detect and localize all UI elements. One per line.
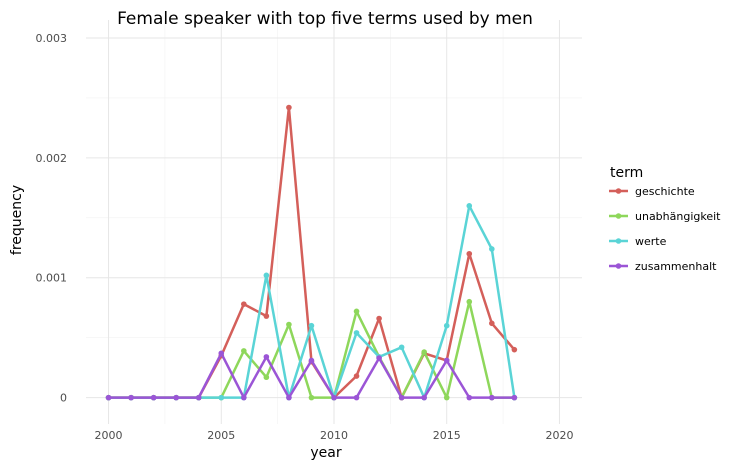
series-layer <box>105 104 518 401</box>
x-tick-label: 2020 <box>545 429 573 442</box>
data-point <box>511 394 518 401</box>
y-tick-labels: 0 0.001 0.002 0.003 <box>36 32 68 405</box>
data-point <box>489 394 495 401</box>
data-point <box>466 298 473 305</box>
legend-item: unabhängigkeit <box>609 210 721 223</box>
data-point <box>376 315 382 322</box>
data-point <box>263 354 270 360</box>
data-point <box>466 203 473 209</box>
legend-label: unabhängigkeit <box>635 210 721 223</box>
legend-title: term <box>610 165 643 181</box>
data-point <box>398 344 405 351</box>
legend-swatch-point <box>615 188 622 194</box>
y-tick-label: 0.003 <box>36 32 68 45</box>
legend-item: geschichte <box>609 185 695 198</box>
y-axis-title: frequency <box>9 185 25 255</box>
data-point <box>241 394 247 401</box>
data-point <box>128 394 134 401</box>
data-point <box>443 357 450 364</box>
data-point <box>443 394 450 401</box>
data-point <box>308 357 315 364</box>
data-point <box>218 394 225 401</box>
legend-item: zusammenhalt <box>609 260 717 273</box>
data-point <box>308 322 315 329</box>
data-point <box>353 330 360 336</box>
legend-label: zusammenhalt <box>635 260 717 273</box>
x-tick-label: 2005 <box>207 429 235 442</box>
series-zusammenhalt <box>105 350 518 401</box>
data-point <box>443 322 450 329</box>
x-tick-label: 2000 <box>95 429 123 442</box>
data-point <box>421 349 427 355</box>
data-point <box>286 394 292 401</box>
data-point <box>173 394 179 401</box>
y-tick-label: 0.001 <box>36 272 68 285</box>
data-point <box>150 394 157 401</box>
data-point <box>421 394 427 401</box>
data-point <box>241 301 247 307</box>
data-point <box>241 348 247 354</box>
legend-item: werte <box>609 235 667 248</box>
x-axis-title: year <box>310 445 341 461</box>
data-point <box>308 394 315 401</box>
x-tick-label: 2010 <box>320 429 348 442</box>
legend: term geschichte unabhängigkeit werte zusamm… <box>609 165 721 273</box>
data-point <box>489 246 495 252</box>
legend-label: geschichte <box>635 185 695 198</box>
legend-swatch-point <box>615 213 622 219</box>
data-point <box>376 355 382 361</box>
legend-swatch-point <box>615 263 622 269</box>
legend-swatch-point <box>615 238 622 244</box>
chart-title: Female speaker with top five terms used … <box>117 9 533 29</box>
legend-label: werte <box>635 235 667 248</box>
data-point <box>511 346 518 353</box>
data-point <box>263 272 270 279</box>
x-tick-labels: 2000 2005 2010 2015 2020 <box>95 429 574 442</box>
x-tick-label: 2015 <box>433 429 461 442</box>
data-point <box>398 394 405 401</box>
data-point <box>195 394 202 401</box>
data-point <box>353 308 360 315</box>
legend-items: geschichte unabhängigkeit werte zusammenhal… <box>609 185 721 273</box>
data-point <box>263 313 270 319</box>
data-point <box>286 104 292 111</box>
y-tick-label: 0 <box>60 392 67 405</box>
data-point <box>105 394 112 401</box>
data-point <box>353 373 360 379</box>
data-point <box>466 250 473 257</box>
data-point <box>218 350 225 357</box>
data-point <box>466 394 473 401</box>
y-tick-label: 0.002 <box>36 152 68 165</box>
data-point <box>353 394 360 401</box>
data-point <box>263 374 270 381</box>
data-point <box>331 394 337 401</box>
data-point <box>489 320 495 327</box>
data-point <box>286 321 292 328</box>
